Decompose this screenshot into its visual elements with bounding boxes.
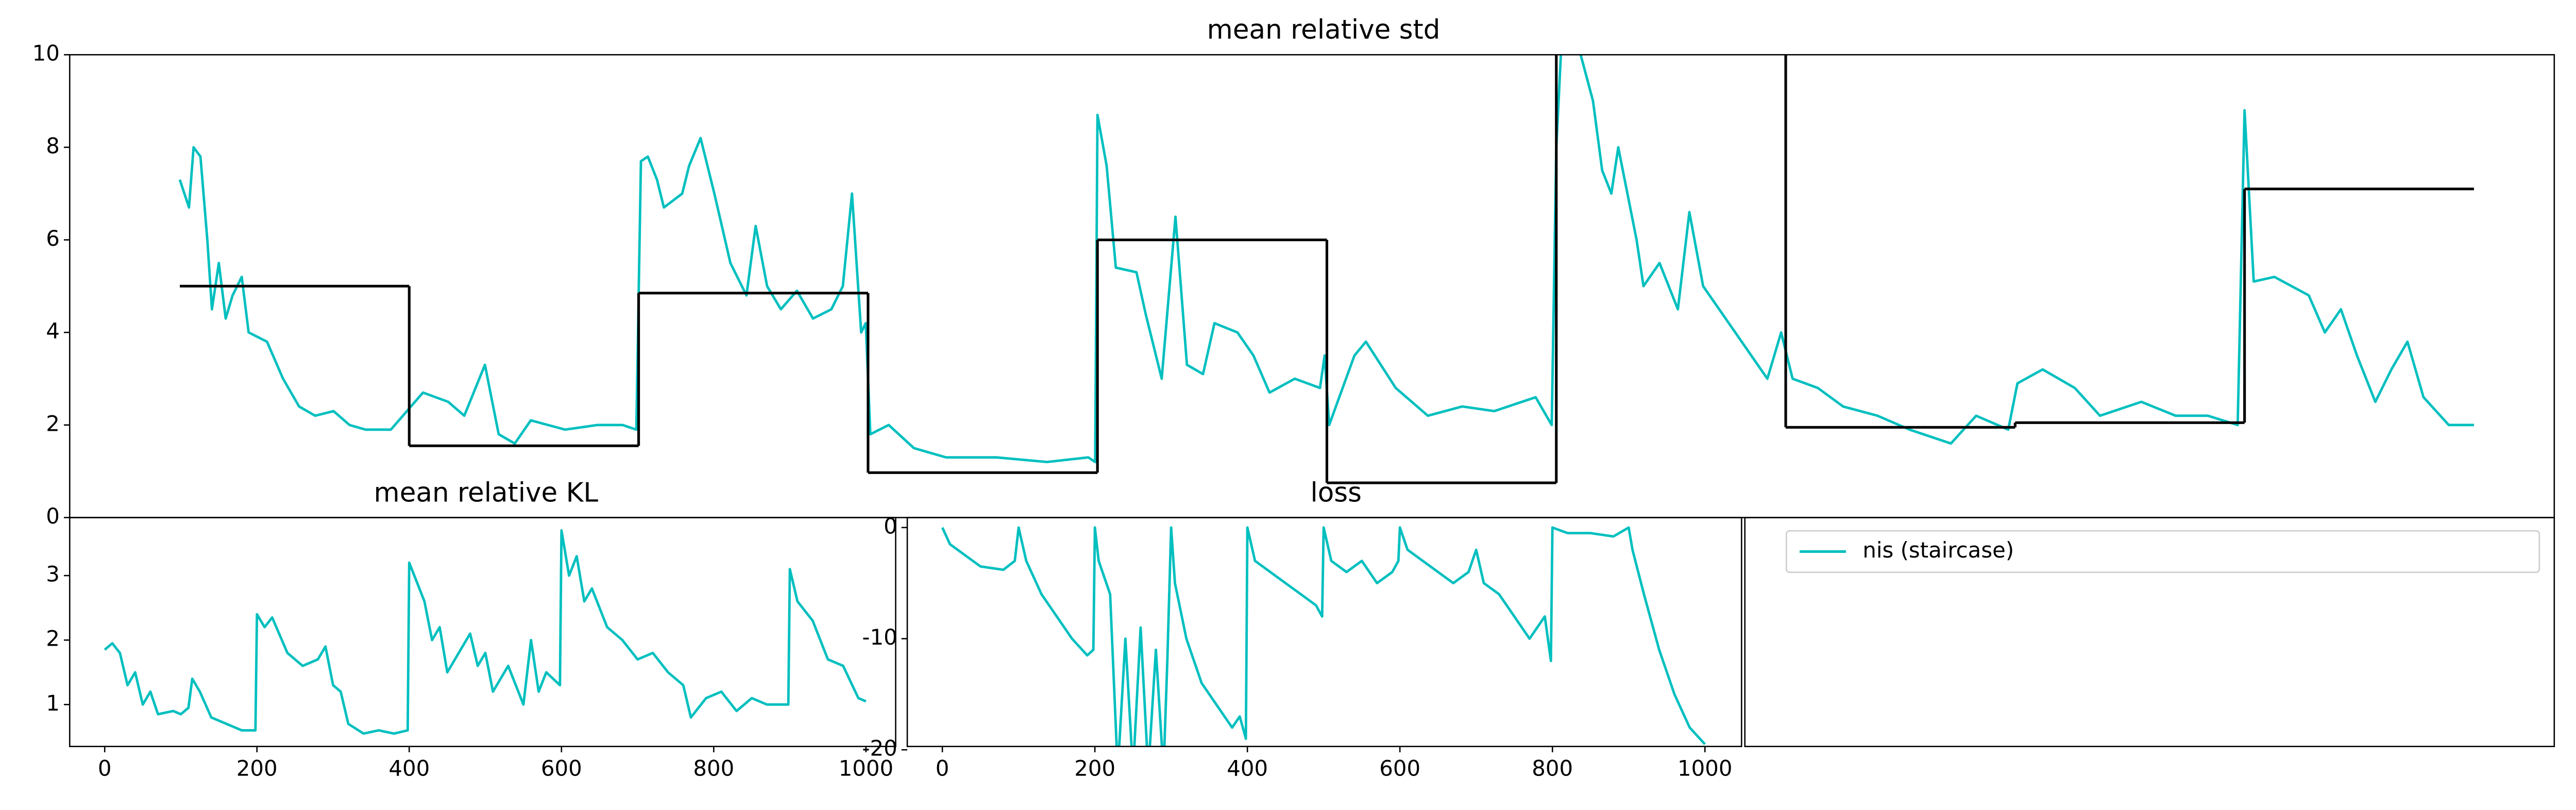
series-line: [941, 526, 1706, 747]
x-tick-label: 0: [936, 755, 950, 781]
plot-area: [104, 529, 867, 735]
x-tick-label: 600: [541, 755, 582, 781]
x-tick-label: 200: [236, 755, 278, 781]
axes-frame: [69, 517, 896, 747]
x-tick-label: 200: [1074, 755, 1115, 781]
legend-box: [1785, 530, 2540, 573]
series-line: [178, 55, 2474, 464]
legend-label: nis (staircase): [1862, 537, 2014, 563]
x-tick-label: 600: [1379, 755, 1420, 781]
x-tick-label: 1000: [1677, 755, 1733, 781]
x-tick-label: 400: [1227, 755, 1268, 781]
y-tick-label: 0: [46, 503, 60, 529]
axes-frame: [906, 517, 1742, 747]
x-tick-label: 0: [98, 755, 112, 781]
chart-title: mean relative KL: [374, 477, 599, 508]
y-tick-label: 2: [46, 626, 60, 651]
y-tick-label: 8: [46, 133, 60, 158]
series-line: [104, 529, 867, 735]
x-tick-label: 800: [1532, 755, 1573, 781]
x-tick-label: 1000: [839, 755, 894, 781]
y-tick-label: 4: [46, 318, 60, 344]
y-tick-label: 6: [46, 226, 60, 251]
x-tick-label: 400: [388, 755, 430, 781]
y-tick-label: -20: [862, 736, 897, 761]
y-tick-label: 3: [46, 562, 60, 587]
y-tick-label: 10: [32, 41, 60, 66]
y-tick-label: -10: [862, 625, 897, 650]
x-tick-label: 800: [693, 755, 734, 781]
chart-title: mean relative std: [1207, 14, 1440, 45]
y-tick-label: 1: [46, 690, 60, 716]
y-tick-label: 2: [46, 411, 60, 436]
plot-area: [178, 55, 2474, 484]
axes-frame: [1744, 517, 2555, 747]
chart-title: loss: [1310, 477, 1361, 508]
y-tick-label: 0: [884, 513, 897, 538]
plot-area: [941, 526, 1706, 747]
